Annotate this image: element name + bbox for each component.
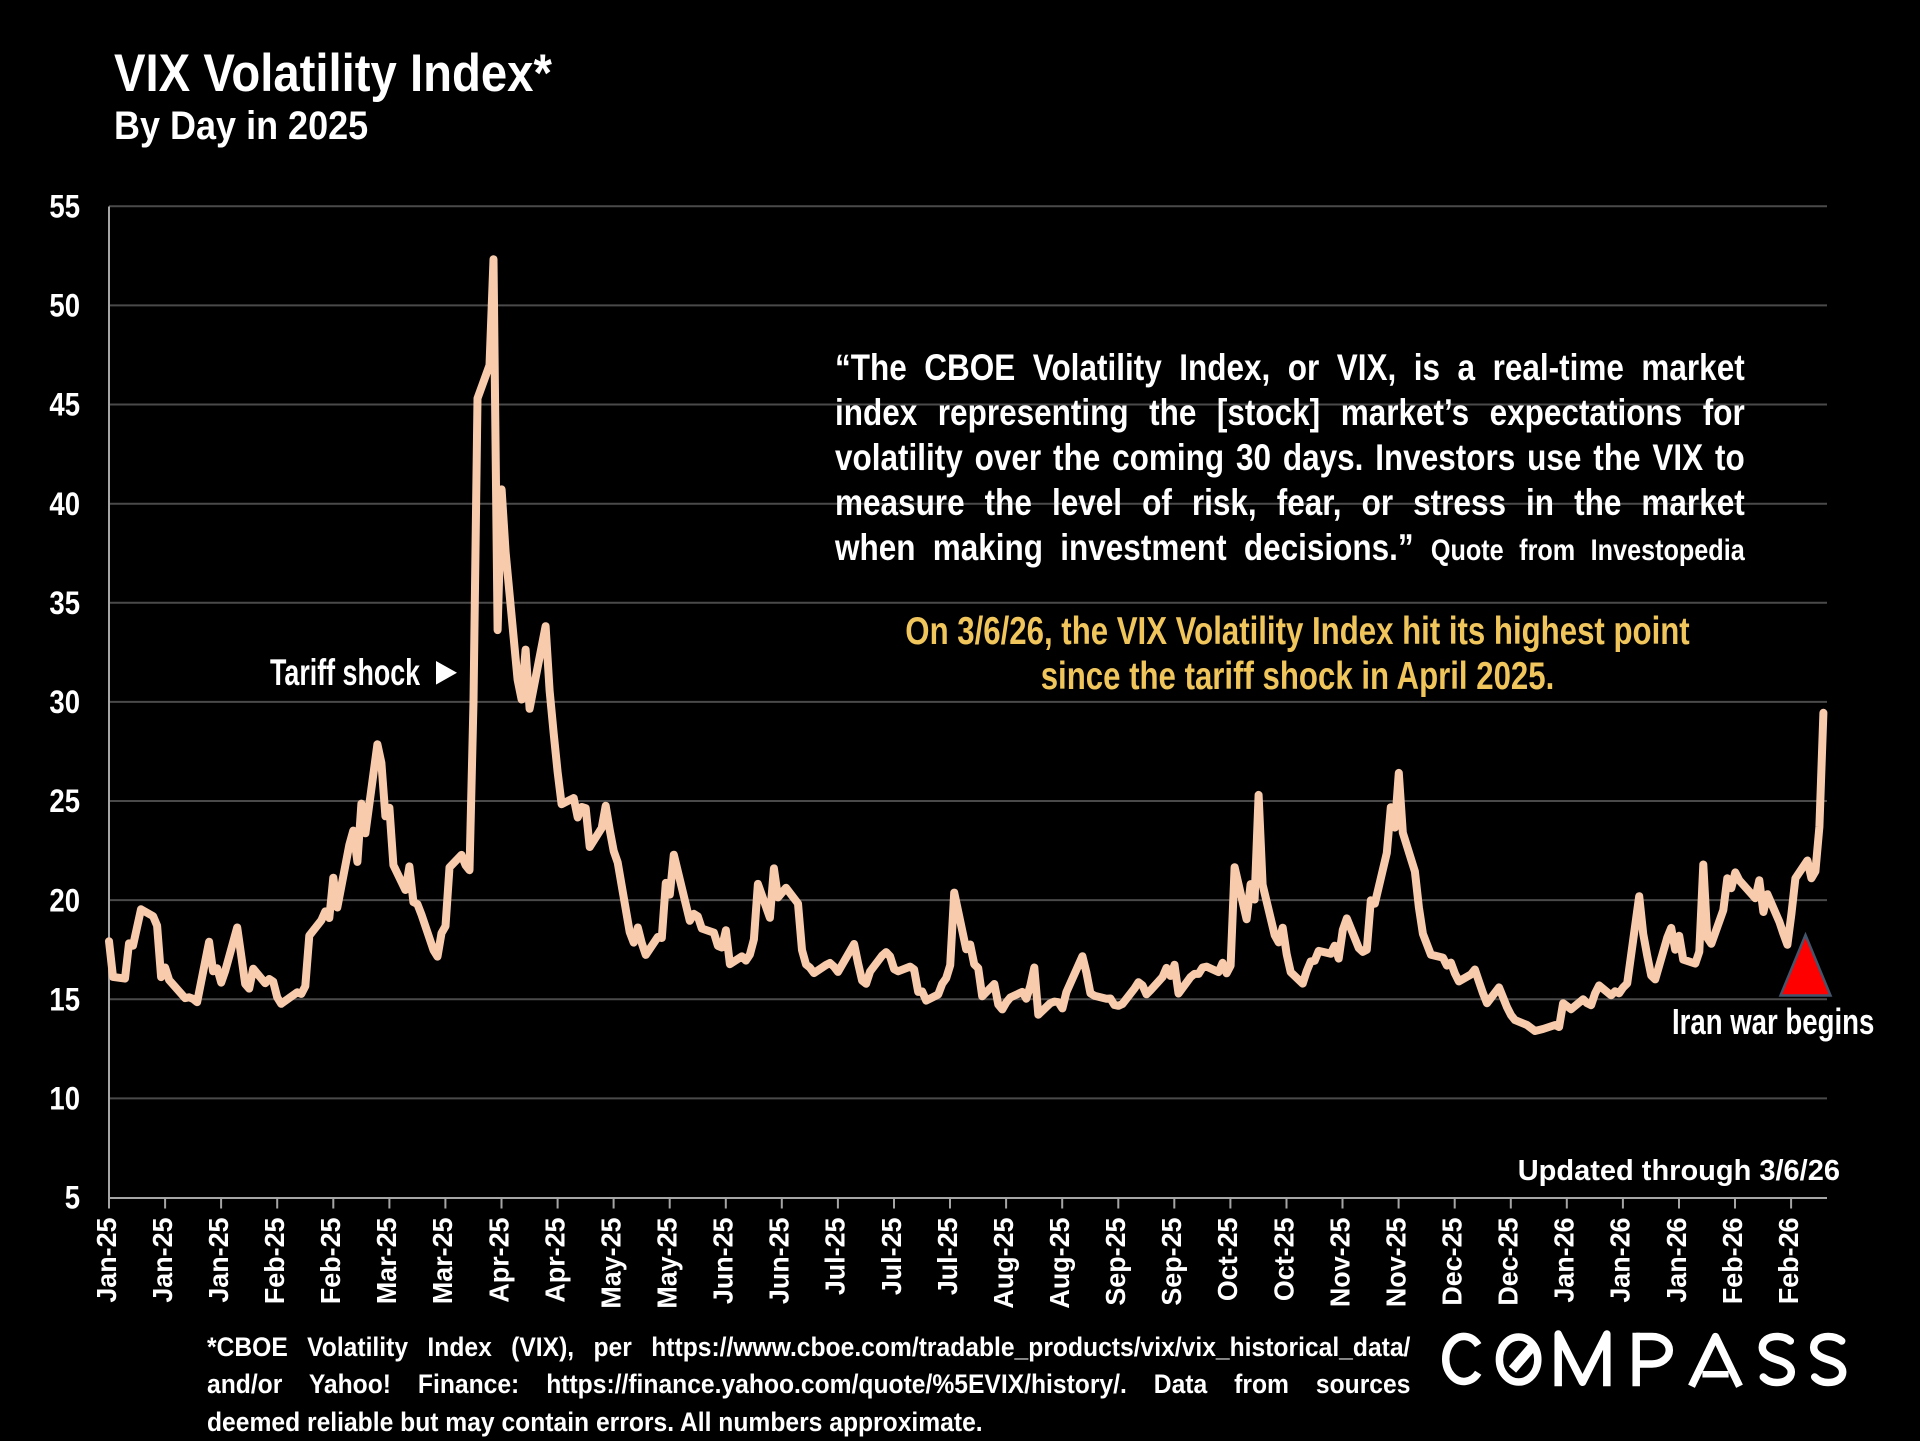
svg-text:Jan-25: Jan-25 bbox=[90, 1218, 122, 1303]
svg-text:Feb-26: Feb-26 bbox=[1716, 1218, 1748, 1305]
svg-text:Aug-25: Aug-25 bbox=[987, 1218, 1019, 1309]
svg-text:Oct-25: Oct-25 bbox=[1268, 1218, 1300, 1302]
svg-text:35: 35 bbox=[49, 586, 80, 621]
svg-text:45: 45 bbox=[49, 388, 80, 423]
svg-text:Jan-26: Jan-26 bbox=[1548, 1218, 1580, 1303]
svg-text:10: 10 bbox=[49, 1082, 80, 1117]
svg-text:Jul-25: Jul-25 bbox=[819, 1218, 851, 1296]
svg-text:Jul-25: Jul-25 bbox=[931, 1218, 963, 1296]
svg-text:50: 50 bbox=[49, 289, 80, 324]
svg-text:Nov-25: Nov-25 bbox=[1380, 1218, 1412, 1308]
svg-text:Jan-25: Jan-25 bbox=[146, 1218, 178, 1303]
svg-text:55: 55 bbox=[49, 190, 80, 225]
svg-text:Oct-25: Oct-25 bbox=[1212, 1218, 1244, 1302]
svg-text:25: 25 bbox=[49, 784, 80, 819]
svg-text:Jan-26: Jan-26 bbox=[1660, 1218, 1692, 1303]
svg-text:Jul-25: Jul-25 bbox=[875, 1218, 907, 1296]
svg-text:Feb-25: Feb-25 bbox=[258, 1218, 290, 1305]
svg-text:Dec-25: Dec-25 bbox=[1436, 1218, 1468, 1306]
svg-text:Mar-25: Mar-25 bbox=[371, 1218, 403, 1305]
svg-text:Mar-25: Mar-25 bbox=[427, 1218, 459, 1305]
svg-text:May-25: May-25 bbox=[651, 1218, 683, 1309]
svg-text:Jan-25: Jan-25 bbox=[202, 1218, 234, 1303]
svg-text:40: 40 bbox=[49, 487, 80, 522]
svg-text:30: 30 bbox=[49, 685, 80, 720]
svg-text:Sep-25: Sep-25 bbox=[1100, 1218, 1132, 1306]
svg-text:Jun-25: Jun-25 bbox=[707, 1218, 739, 1305]
svg-text:May-25: May-25 bbox=[595, 1218, 627, 1309]
svg-text:Apr-25: Apr-25 bbox=[539, 1218, 571, 1303]
svg-text:Sep-25: Sep-25 bbox=[1156, 1218, 1188, 1306]
svg-text:Nov-25: Nov-25 bbox=[1324, 1218, 1356, 1308]
svg-text:Feb-25: Feb-25 bbox=[315, 1218, 347, 1305]
svg-text:Jan-26: Jan-26 bbox=[1604, 1218, 1636, 1303]
svg-text:Jun-25: Jun-25 bbox=[763, 1218, 795, 1305]
svg-text:20: 20 bbox=[49, 883, 80, 918]
svg-text:15: 15 bbox=[49, 983, 80, 1018]
svg-text:5: 5 bbox=[65, 1181, 80, 1216]
svg-text:Aug-25: Aug-25 bbox=[1043, 1218, 1075, 1309]
svg-text:Feb-26: Feb-26 bbox=[1772, 1218, 1804, 1305]
svg-text:Dec-25: Dec-25 bbox=[1492, 1218, 1524, 1306]
svg-text:Apr-25: Apr-25 bbox=[483, 1218, 515, 1303]
